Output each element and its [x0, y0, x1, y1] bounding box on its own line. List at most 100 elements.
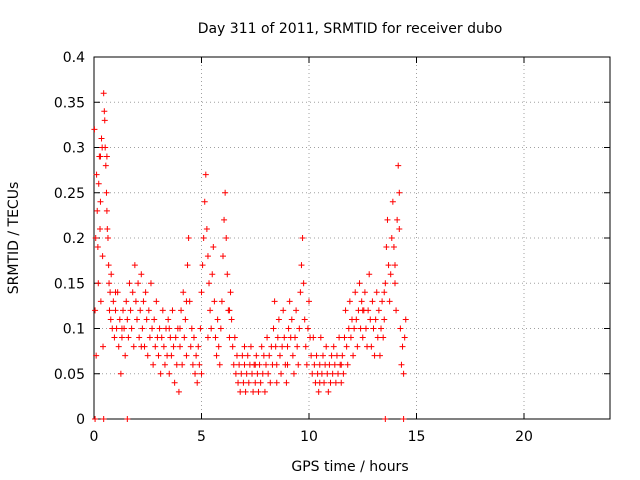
data-point: [265, 370, 272, 377]
data-point: [221, 216, 228, 223]
data-point: [197, 325, 204, 332]
data-point: [99, 253, 106, 260]
data-point: [204, 253, 211, 260]
data-point: [309, 370, 316, 377]
data-point: [271, 298, 278, 305]
data-point: [350, 352, 357, 359]
data-point: [241, 361, 248, 368]
data-point: [228, 316, 235, 323]
data-point: [233, 352, 240, 359]
data-point: [193, 352, 200, 359]
data-point: [95, 280, 102, 287]
data-point: [166, 370, 173, 377]
data-point: [285, 325, 292, 332]
data-point: [273, 379, 280, 386]
data-point: [284, 343, 291, 350]
data-point: [257, 379, 264, 386]
y-tick-label: 0.35: [54, 95, 85, 111]
data-points: [91, 90, 409, 422]
data-point: [278, 370, 285, 377]
y-tick-label: 0.25: [54, 186, 85, 202]
data-point: [397, 325, 404, 332]
data-point: [293, 307, 300, 314]
y-tick-label: 0.2: [63, 231, 85, 247]
data-point: [211, 298, 218, 305]
data-point: [382, 280, 389, 287]
data-point: [210, 244, 217, 251]
data-point: [153, 298, 160, 305]
data-point: [359, 307, 366, 314]
data-point: [399, 343, 406, 350]
data-point: [243, 370, 250, 377]
data-point: [98, 135, 105, 142]
data-point: [97, 298, 104, 305]
data-point: [183, 352, 190, 359]
data-point: [226, 334, 233, 341]
data-point: [216, 361, 223, 368]
data-point: [304, 325, 311, 332]
data-point: [388, 235, 395, 241]
data-point: [123, 298, 130, 305]
data-point: [160, 343, 167, 350]
data-point: [239, 352, 246, 359]
data-point: [167, 334, 174, 341]
data-point: [95, 180, 102, 187]
data-point: [302, 343, 309, 350]
x-tick-label: 20: [515, 429, 533, 445]
plot-frame: [93, 56, 611, 420]
data-point: [102, 162, 109, 169]
x-tick-label: 15: [408, 429, 426, 445]
data-point: [103, 153, 110, 160]
data-point: [194, 379, 201, 386]
data-point: [212, 334, 219, 341]
data-point: [252, 361, 259, 368]
data-point: [308, 352, 315, 359]
data-point: [143, 316, 150, 323]
data-point: [151, 316, 158, 323]
data-point: [118, 334, 125, 341]
data-point: [161, 361, 168, 368]
data-point: [351, 325, 358, 332]
data-point: [288, 316, 295, 323]
data-point: [385, 262, 392, 269]
data-point: [264, 334, 271, 341]
chart-title: Day 311 of 2011, SRMTID for receiver dub…: [198, 21, 503, 37]
data-point: [319, 352, 326, 359]
data-point: [258, 343, 265, 350]
data-point: [347, 334, 354, 341]
data-point: [272, 343, 279, 350]
data-point: [281, 334, 288, 341]
data-point: [113, 325, 120, 332]
data-point: [263, 361, 269, 368]
data-point: [276, 352, 283, 359]
data-point: [311, 361, 318, 368]
data-point: [369, 298, 376, 305]
data-point: [173, 361, 180, 368]
data-point: [230, 361, 237, 368]
data-point: [238, 370, 245, 377]
data-point: [97, 198, 104, 205]
data-point: [252, 379, 259, 386]
data-point: [316, 379, 323, 386]
data-point: [207, 307, 214, 314]
y-tick-label: 0.1: [63, 322, 85, 338]
data-point: [182, 316, 189, 323]
x-axis-title: GPS time / hours: [291, 459, 408, 475]
data-point: [101, 117, 108, 124]
data-point: [155, 352, 162, 359]
data-point: [179, 361, 186, 368]
data-point: [368, 343, 375, 350]
data-point: [395, 162, 402, 169]
data-point: [215, 343, 222, 350]
data-point: [100, 90, 107, 97]
axis-ticks: 0 0.05 0.1 0.15 0.2 0.25 0.3 0.35 0.4 0 5 10 15 20: [54, 50, 610, 445]
y-tick-label: 0.15: [54, 276, 85, 292]
data-point: [280, 307, 287, 314]
data-point: [237, 388, 244, 395]
data-point: [396, 189, 403, 196]
data-point: [274, 334, 281, 341]
data-point: [232, 370, 239, 377]
data-point: [290, 370, 297, 377]
data-point: [130, 343, 137, 350]
data-point: [172, 334, 179, 341]
